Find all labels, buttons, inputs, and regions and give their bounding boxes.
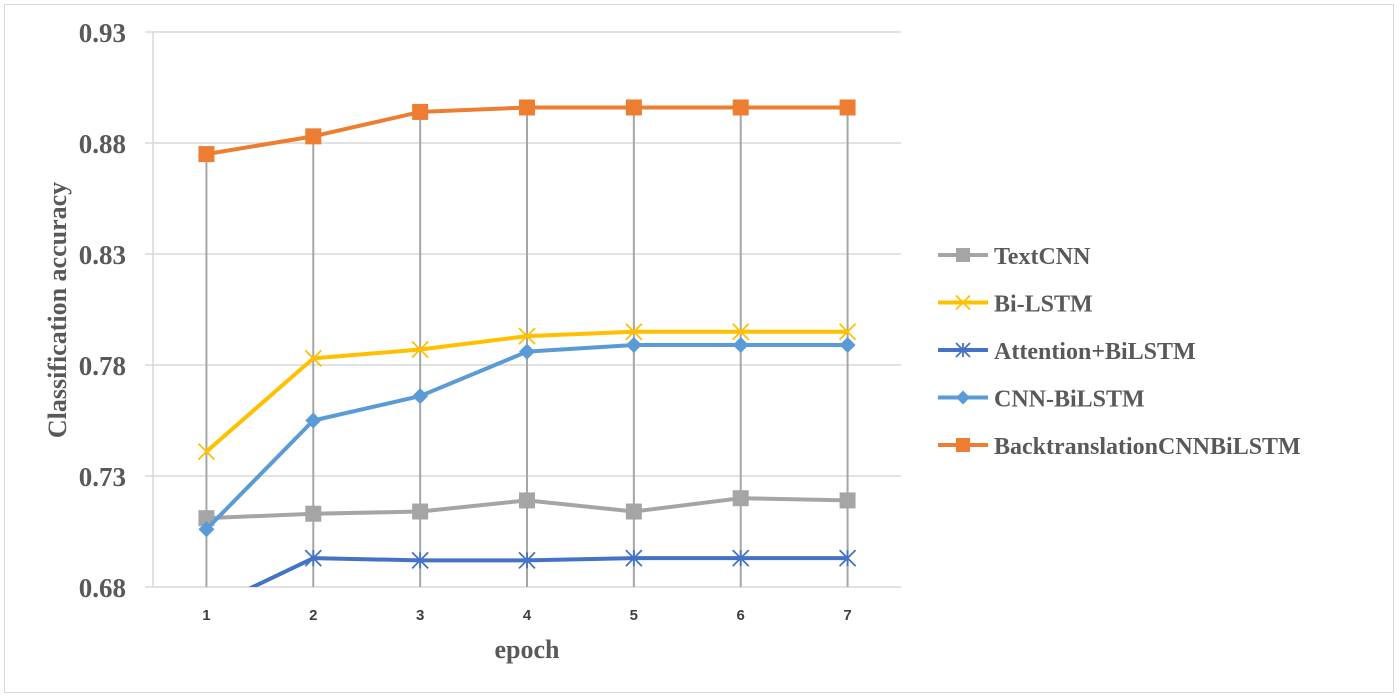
asterisk-marker-icon xyxy=(625,549,643,567)
square-marker-icon xyxy=(198,146,215,163)
legend-item: CNN-BiLSTM xyxy=(938,387,1145,413)
square-marker-icon xyxy=(412,503,429,520)
square-marker-icon xyxy=(839,492,856,509)
y-tick-label: 0.88 xyxy=(79,129,126,159)
square-marker-icon xyxy=(625,503,642,520)
legend-item: TextCNN xyxy=(938,244,1091,270)
x-axis-ticks: 1 2 3 4 5 6 7 xyxy=(202,607,851,624)
x-marker-icon xyxy=(838,323,857,341)
chart-frame xyxy=(4,4,1394,693)
legend-label: TextCNN xyxy=(994,244,1091,270)
asterisk-marker-icon xyxy=(955,342,971,358)
x-tick-label: 3 xyxy=(416,607,424,624)
series-attention-bilstm xyxy=(248,549,857,587)
y-tick-label: 0.83 xyxy=(79,240,126,270)
x-marker-icon xyxy=(411,340,429,359)
y-tick-label: 0.78 xyxy=(79,351,126,381)
y-tick-label: 0.73 xyxy=(79,462,126,492)
diamond-marker-icon xyxy=(956,390,970,405)
asterisk-marker-icon xyxy=(411,551,429,569)
legend-label: CNN-BiLSTM xyxy=(994,387,1145,413)
square-marker-icon xyxy=(519,99,535,116)
x-tick-label: 7 xyxy=(843,607,851,624)
square-marker-icon xyxy=(956,248,970,262)
x-marker-icon xyxy=(197,442,216,461)
legend-label: BacktranslationCNNBiLSTM xyxy=(994,434,1301,460)
series-backtranslationcnnbilstm xyxy=(198,99,856,163)
diamond-marker-icon xyxy=(732,337,749,354)
square-marker-icon xyxy=(625,99,642,116)
x-tick-label: 2 xyxy=(309,607,317,624)
square-marker-icon xyxy=(732,490,749,507)
legend-item: BacktranslationCNNBiLSTM xyxy=(938,434,1301,460)
legend-item: Bi-LSTM xyxy=(938,292,1093,318)
asterisk-marker-icon xyxy=(518,551,536,569)
x-tick-label: 5 xyxy=(630,607,638,624)
y-axis-title: Classification accuracy xyxy=(43,182,72,438)
square-marker-icon xyxy=(305,505,322,522)
square-marker-icon xyxy=(519,492,535,509)
asterisk-marker-icon xyxy=(732,549,750,567)
y-tick-label: 0.68 xyxy=(79,573,126,603)
diamond-marker-icon xyxy=(839,337,856,354)
asterisk-marker-icon xyxy=(838,549,857,567)
series-lines xyxy=(197,99,857,587)
y-axis-ticks: 0.68 0.73 0.78 0.83 0.88 0.93 xyxy=(79,18,126,603)
legend-label: Bi-LSTM xyxy=(994,292,1093,318)
x-marker-icon xyxy=(304,349,322,367)
diamond-marker-icon xyxy=(305,412,322,429)
legend-item: Attention+BiLSTM xyxy=(938,339,1196,365)
x-marker-icon xyxy=(625,323,643,341)
legend: TextCNN Bi-LSTM Attention+BiLSTM CNN-BiLSTM… xyxy=(938,244,1301,460)
x-tick-label: 1 xyxy=(202,607,210,624)
x-marker-icon xyxy=(732,323,750,341)
diamond-marker-icon xyxy=(198,521,215,538)
y-tick-label: 0.93 xyxy=(79,18,126,48)
series-textcnn xyxy=(198,490,856,527)
series-bi-lstm xyxy=(197,323,857,461)
legend-label: Attention+BiLSTM xyxy=(994,339,1196,365)
series-cnn-bilstm xyxy=(198,337,856,538)
square-marker-icon xyxy=(956,438,970,452)
square-marker-icon xyxy=(839,99,856,116)
diamond-marker-icon xyxy=(412,388,429,405)
square-marker-icon xyxy=(732,99,749,116)
x-tick-label: 6 xyxy=(737,607,745,624)
square-marker-icon xyxy=(412,103,429,120)
asterisk-marker-icon xyxy=(304,549,322,567)
x-tick-label: 4 xyxy=(523,607,532,624)
x-marker-icon xyxy=(518,327,536,345)
x-marker-icon xyxy=(955,294,971,311)
x-axis-title: epoch xyxy=(495,635,561,664)
square-marker-icon xyxy=(198,510,215,527)
square-marker-icon xyxy=(305,128,322,145)
diamond-marker-icon xyxy=(625,337,642,354)
diamond-marker-icon xyxy=(519,343,535,360)
